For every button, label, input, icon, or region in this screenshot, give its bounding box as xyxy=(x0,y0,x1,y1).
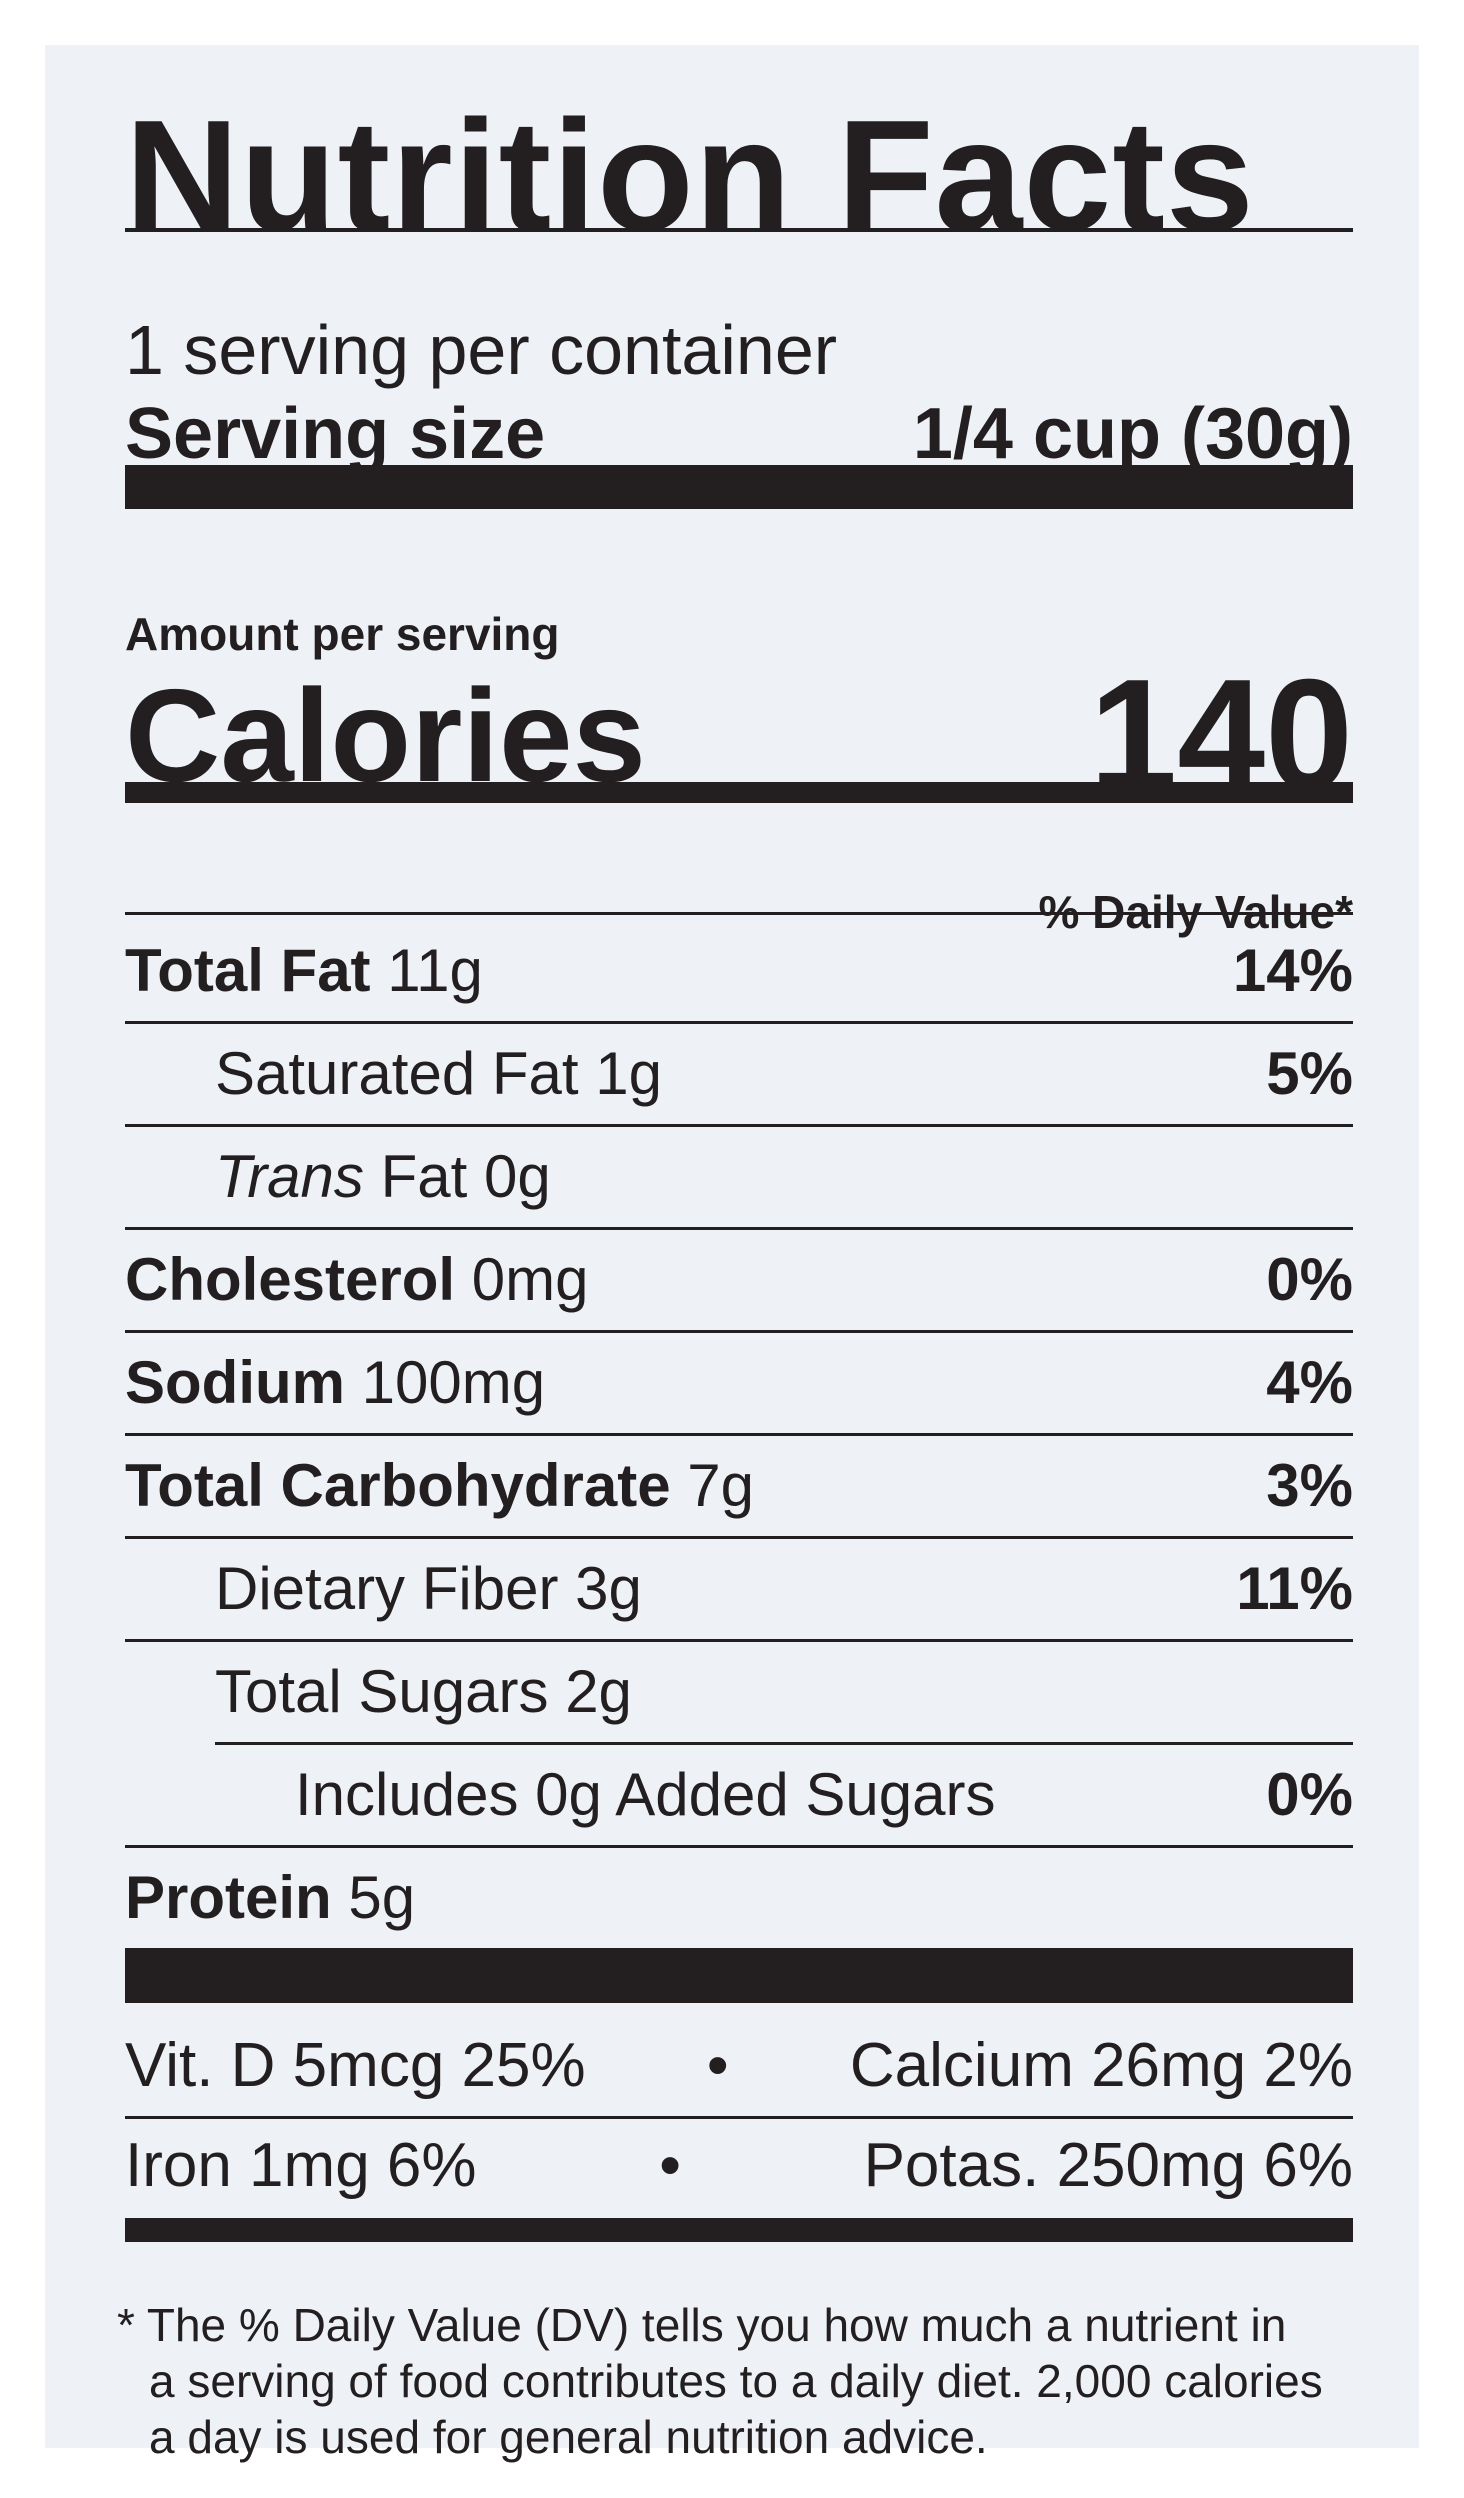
nutrient-row: Total Fat 11g 14% xyxy=(125,920,1353,1020)
vitamin-row: Vit. D 5mcg 25% • Calcium 26mg 2% xyxy=(125,2020,1353,2110)
divider-thin xyxy=(125,1845,1353,1848)
nutrient-amount: 2g xyxy=(565,1657,632,1725)
nutrient-daily-value: 11% xyxy=(1236,1554,1353,1622)
divider-thin xyxy=(215,1742,1353,1745)
nutrient-name: Total Carbohydrate 7g xyxy=(125,1451,754,1520)
divider-thin xyxy=(125,228,1353,232)
nutrient-name: Dietary Fiber 3g xyxy=(125,1554,642,1623)
nutrient-daily-value: 5% xyxy=(1266,1039,1353,1107)
nutrient-name: Trans Fat 0g xyxy=(125,1142,551,1211)
nutrient-amount: 5g xyxy=(348,1863,416,1931)
divider-thin xyxy=(125,2116,1353,2119)
serving-size-label: Serving size xyxy=(125,394,546,474)
bullet-separator: • xyxy=(659,2130,681,2200)
nutrient-label: Protein xyxy=(125,1863,332,1931)
divider-thin xyxy=(125,1639,1353,1642)
nutrient-daily-value: 14% xyxy=(1232,936,1353,1004)
nutrient-name: Protein 5g xyxy=(125,1863,415,1932)
nutrient-label: Saturated Fat xyxy=(215,1039,579,1107)
nutrient-label: Total Carbohydrate xyxy=(125,1451,671,1519)
vitamin-mineral-right: Potas. 250mg 6% xyxy=(863,2130,1353,2200)
amount-per-serving-text: Amount per serving xyxy=(125,608,560,660)
nutrition-facts-panel: Nutrition Facts 1 serving per container … xyxy=(45,45,1419,2463)
footnote-line: a serving of food contributes to a daily… xyxy=(149,2355,1323,2407)
nutrient-amount: 1g xyxy=(595,1039,662,1107)
divider-thin xyxy=(125,1227,1353,1230)
vitamin-mineral-left: Vit. D 5mcg 25% xyxy=(125,2030,586,2100)
nutrient-label: Sodium xyxy=(125,1348,345,1416)
footnote: * The % Daily Value (DV) tells you how m… xyxy=(117,2297,1349,2465)
nutrient-name: Total Fat 11g xyxy=(125,936,483,1005)
nutrient-label: Dietary Fiber xyxy=(215,1554,559,1622)
nutrient-daily-value: 0% xyxy=(1266,1245,1353,1313)
nutrient-row: Trans Fat 0g xyxy=(125,1126,1353,1226)
bullet-separator: • xyxy=(706,2030,729,2100)
nutrient-row: Sodium 100mg 4% xyxy=(125,1332,1353,1432)
nutrient-name: Total Sugars 2g xyxy=(125,1657,632,1726)
divider-thick xyxy=(125,465,1353,509)
divider-thin xyxy=(125,1330,1353,1333)
divider-thin xyxy=(125,912,1353,915)
nutrient-name: Cholesterol 0mg xyxy=(125,1245,588,1314)
footnote-line: a day is used for general nutrition advi… xyxy=(149,2411,988,2463)
divider-thick xyxy=(125,1948,1353,2003)
nutrient-row: Saturated Fat 1g 5% xyxy=(125,1023,1353,1123)
nutrient-row: Includes 0g Added Sugars 0% xyxy=(125,1744,1353,1844)
nutrient-name: Includes 0g Added Sugars xyxy=(125,1760,996,1829)
nutrient-row: Total Carbohydrate 7g 3% xyxy=(125,1435,1353,1535)
serving-size-row: Serving size 1/4 cup (30g) xyxy=(125,393,1353,475)
divider-thin xyxy=(125,1433,1353,1436)
vitamin-mineral-right: Calcium 26mg 2% xyxy=(849,2030,1353,2100)
nutrient-name: Sodium 100mg xyxy=(125,1348,545,1417)
divider-medium xyxy=(125,782,1353,803)
nutrient-label: Includes 0g Added Sugars xyxy=(295,1760,996,1828)
divider-thin xyxy=(125,1124,1353,1127)
servings-per-container: 1 serving per container xyxy=(125,310,1353,390)
nutrient-daily-value: 3% xyxy=(1266,1451,1353,1519)
vitamin-row: Iron 1mg 6% • Potas. 250mg 6% xyxy=(125,2120,1353,2210)
nutrient-amount: 11g xyxy=(387,936,483,1004)
nutrient-amount: 0g xyxy=(483,1142,551,1210)
divider-medium xyxy=(125,2218,1353,2242)
nutrient-amount: 0mg xyxy=(471,1245,589,1313)
amount-per-serving: Amount per serving xyxy=(125,607,1353,661)
servings-per-container-text: 1 serving per container xyxy=(125,311,838,389)
nutrient-name: Saturated Fat 1g xyxy=(125,1039,662,1108)
nutrient-amount: 3g xyxy=(575,1554,642,1622)
vitamin-mineral-left: Iron 1mg 6% xyxy=(125,2130,477,2200)
nutrient-amount: 100mg xyxy=(361,1348,546,1416)
nutrient-row: Cholesterol 0mg 0% xyxy=(125,1229,1353,1329)
serving-size-value: 1/4 cup (30g) xyxy=(912,394,1353,474)
nutrient-label: Fat xyxy=(380,1142,468,1210)
footnote-line: * The % Daily Value (DV) tells you how m… xyxy=(117,2299,1287,2351)
nutrient-amount: 7g xyxy=(687,1451,755,1519)
nutrient-daily-value: 0% xyxy=(1266,1760,1353,1828)
nutrient-label: Total Sugars xyxy=(215,1657,549,1725)
nutrient-row: Dietary Fiber 3g 11% xyxy=(125,1538,1353,1638)
nutrient-name-italic: Trans xyxy=(215,1142,364,1210)
nutrient-row: Protein 5g xyxy=(125,1847,1353,1947)
nutrient-label: Total Fat xyxy=(125,936,371,1004)
nutrient-row: Total Sugars 2g xyxy=(125,1641,1353,1741)
divider-thin xyxy=(125,1536,1353,1539)
nutrient-label: Cholesterol xyxy=(125,1245,456,1313)
divider-thin xyxy=(125,1021,1353,1024)
nutrient-daily-value: 4% xyxy=(1266,1348,1353,1416)
